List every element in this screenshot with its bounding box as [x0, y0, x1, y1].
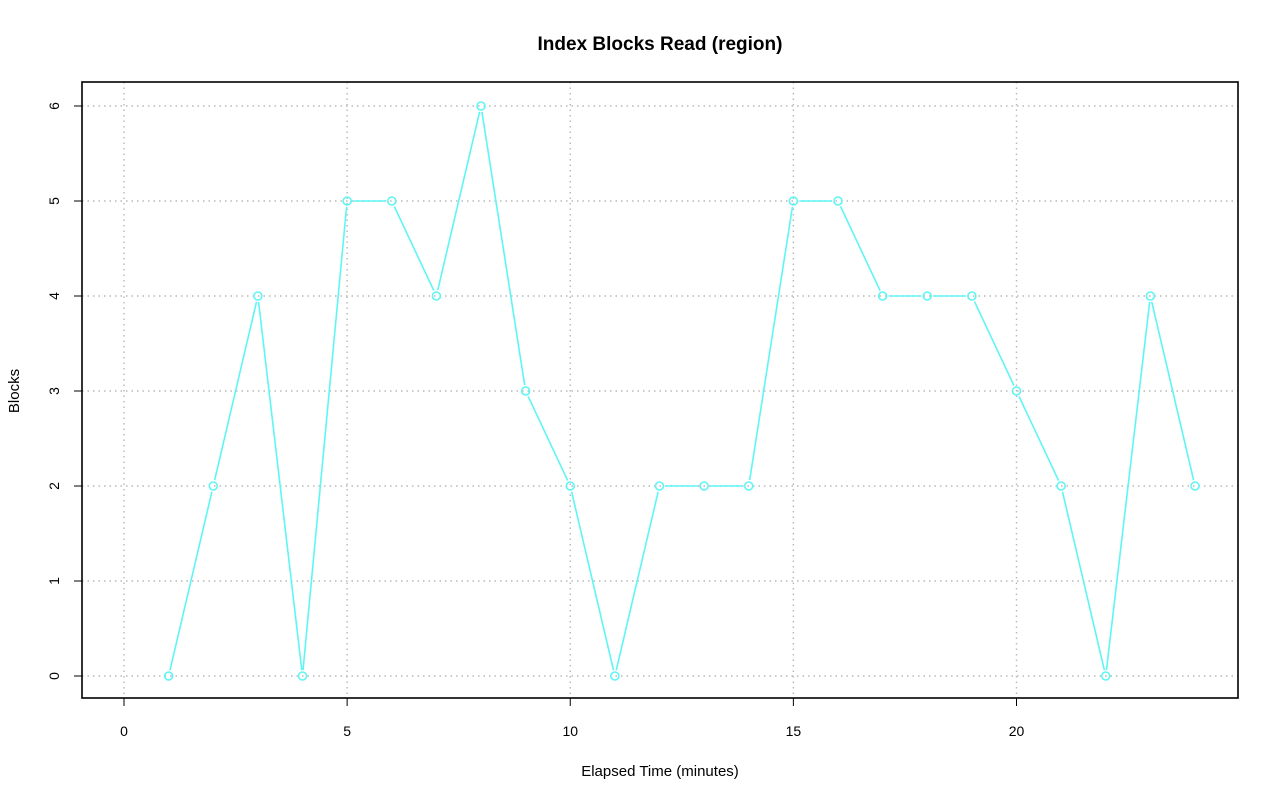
series-segment [257, 301, 303, 671]
series-segment [393, 206, 435, 291]
data-point [1011, 386, 1022, 396]
series-segment [213, 301, 258, 481]
data-point [654, 481, 665, 491]
series-segment [1150, 301, 1195, 481]
x-axis-label: Elapsed Time (minutes) [581, 763, 739, 780]
y-axis-label: Blocks [6, 369, 23, 413]
data-point [967, 291, 977, 301]
series-segment [302, 206, 348, 671]
data-point [1056, 481, 1066, 491]
y-tick-label: 4 [46, 292, 62, 300]
x-tick-label: 5 [343, 723, 351, 739]
chart-title: Index Blocks Read (region) [538, 34, 783, 55]
series-segment [748, 206, 794, 481]
series-segment [1061, 491, 1106, 671]
y-tick-label: 2 [46, 482, 62, 490]
y-tick-label: 0 [46, 672, 62, 680]
series-segment [527, 396, 569, 481]
data-point [565, 481, 576, 491]
x-tick-label: 15 [786, 723, 802, 739]
data-point [833, 196, 843, 206]
series-segment [481, 111, 526, 386]
data-point [922, 291, 933, 301]
data-point [297, 671, 308, 681]
series-segment [839, 206, 881, 291]
data-point [699, 481, 709, 491]
series-group [163, 101, 1200, 681]
y-tick-label: 6 [46, 102, 62, 110]
x-tick-label: 0 [120, 723, 128, 739]
data-point [1100, 671, 1111, 681]
y-tick-label: 5 [46, 197, 62, 205]
series-segment [570, 491, 615, 671]
series-segment [169, 491, 213, 671]
data-point [431, 291, 442, 301]
plot-frame [81, 81, 1239, 699]
data-point [386, 196, 397, 206]
data-point [1145, 291, 1156, 301]
data-point [788, 196, 799, 206]
x-tick-label: 20 [1009, 723, 1025, 739]
series-segment [973, 301, 1015, 386]
y-tick-label: 3 [46, 387, 62, 395]
data-point [520, 386, 531, 396]
grid-lines [82, 82, 1238, 698]
series-segment [615, 491, 659, 671]
y-tick-label: 1 [46, 577, 62, 585]
data-point [610, 671, 620, 681]
series-segment [436, 111, 481, 291]
data-series [163, 101, 1200, 681]
data-point [1190, 481, 1200, 491]
axes: 0 5 10 15 20 0 1 2 3 4 5 6 [46, 102, 1024, 739]
data-point [253, 291, 263, 301]
data-point [743, 481, 754, 491]
data-point [877, 291, 888, 301]
series-segment [1018, 396, 1060, 481]
series-segment [1105, 301, 1151, 671]
data-point [163, 671, 174, 681]
data-point [342, 196, 352, 206]
x-tick-label: 10 [562, 723, 578, 739]
data-point [208, 481, 219, 491]
data-point [476, 101, 486, 111]
